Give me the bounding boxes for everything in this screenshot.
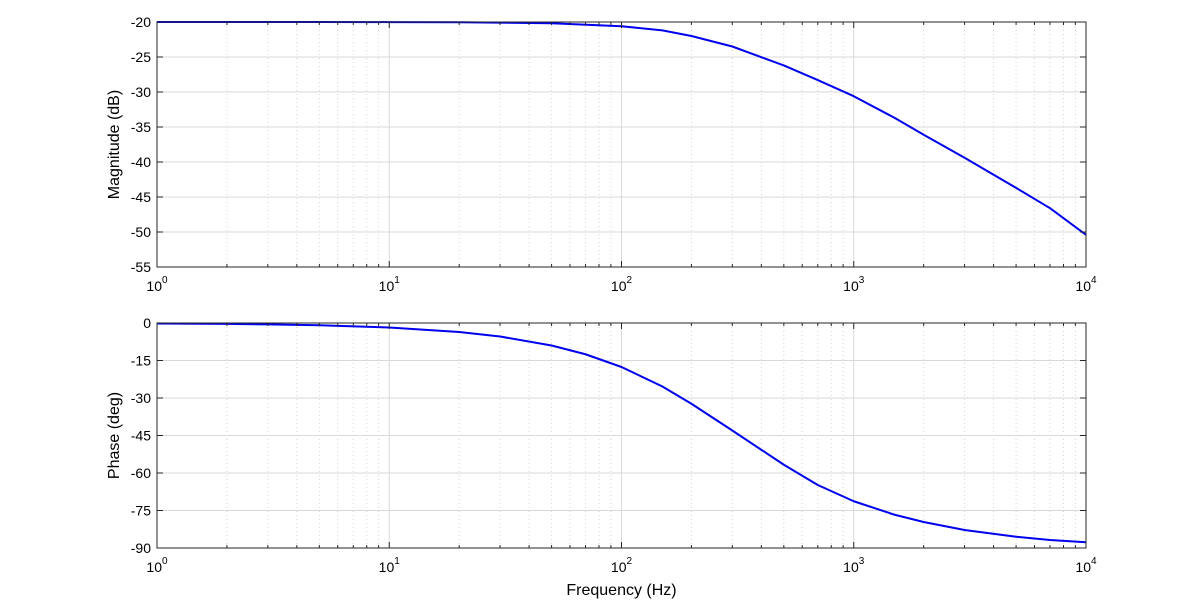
phase-y-tick-label: -75 (131, 503, 151, 519)
magnitude-tick-marks (156, 21, 1087, 268)
phase-x-tick-label: 104 (1075, 556, 1097, 575)
magnitude-x-tick-label: 100 (146, 275, 168, 294)
phase-y-tick-label: -90 (131, 540, 151, 556)
magnitude-x-tick-label: 101 (379, 275, 401, 294)
phase-y-tick-label: 0 (143, 315, 151, 331)
phase-x-axis-label: Frequency (Hz) (566, 582, 676, 599)
magnitude-y-tick-label: -40 (131, 154, 151, 170)
magnitude-y-tick-label: -45 (131, 189, 151, 205)
phase-y-axis-label: Phase (deg) (106, 392, 123, 479)
magnitude-x-tick-label: 103 (843, 275, 865, 294)
magnitude-y-tick-label: -35 (131, 119, 151, 135)
magnitude-minor-grid (226, 22, 1076, 267)
magnitude-y-tick-label: -20 (131, 14, 151, 30)
magnitude-x-tick-label: 102 (611, 275, 633, 294)
phase-x-tick-label: 103 (843, 556, 865, 575)
magnitude-y-tick-label: -50 (131, 224, 151, 240)
phase-x-tick-label: 100 (146, 556, 168, 575)
magnitude-y-tick-label: -55 (131, 259, 151, 275)
phase-x-tick-label: 101 (379, 556, 401, 575)
magnitude-y-tick-label: -30 (131, 84, 151, 100)
phase-y-tick-label: -45 (131, 428, 151, 444)
magnitude-y-axis-label: Magnitude (dB) (106, 90, 123, 199)
magnitude-x-tick-label: 104 (1075, 275, 1097, 294)
phase-major-grid (156, 322, 1087, 549)
phase-y-tick-label: -60 (131, 465, 151, 481)
phase-tick-marks (156, 322, 1087, 549)
phase-y-tick-label: -30 (131, 390, 151, 406)
phase-x-tick-label: 102 (611, 556, 633, 575)
phase-series-line (156, 322, 1087, 544)
phase-y-tick-label: -15 (131, 353, 151, 369)
magnitude-y-tick-label: -25 (131, 49, 151, 65)
